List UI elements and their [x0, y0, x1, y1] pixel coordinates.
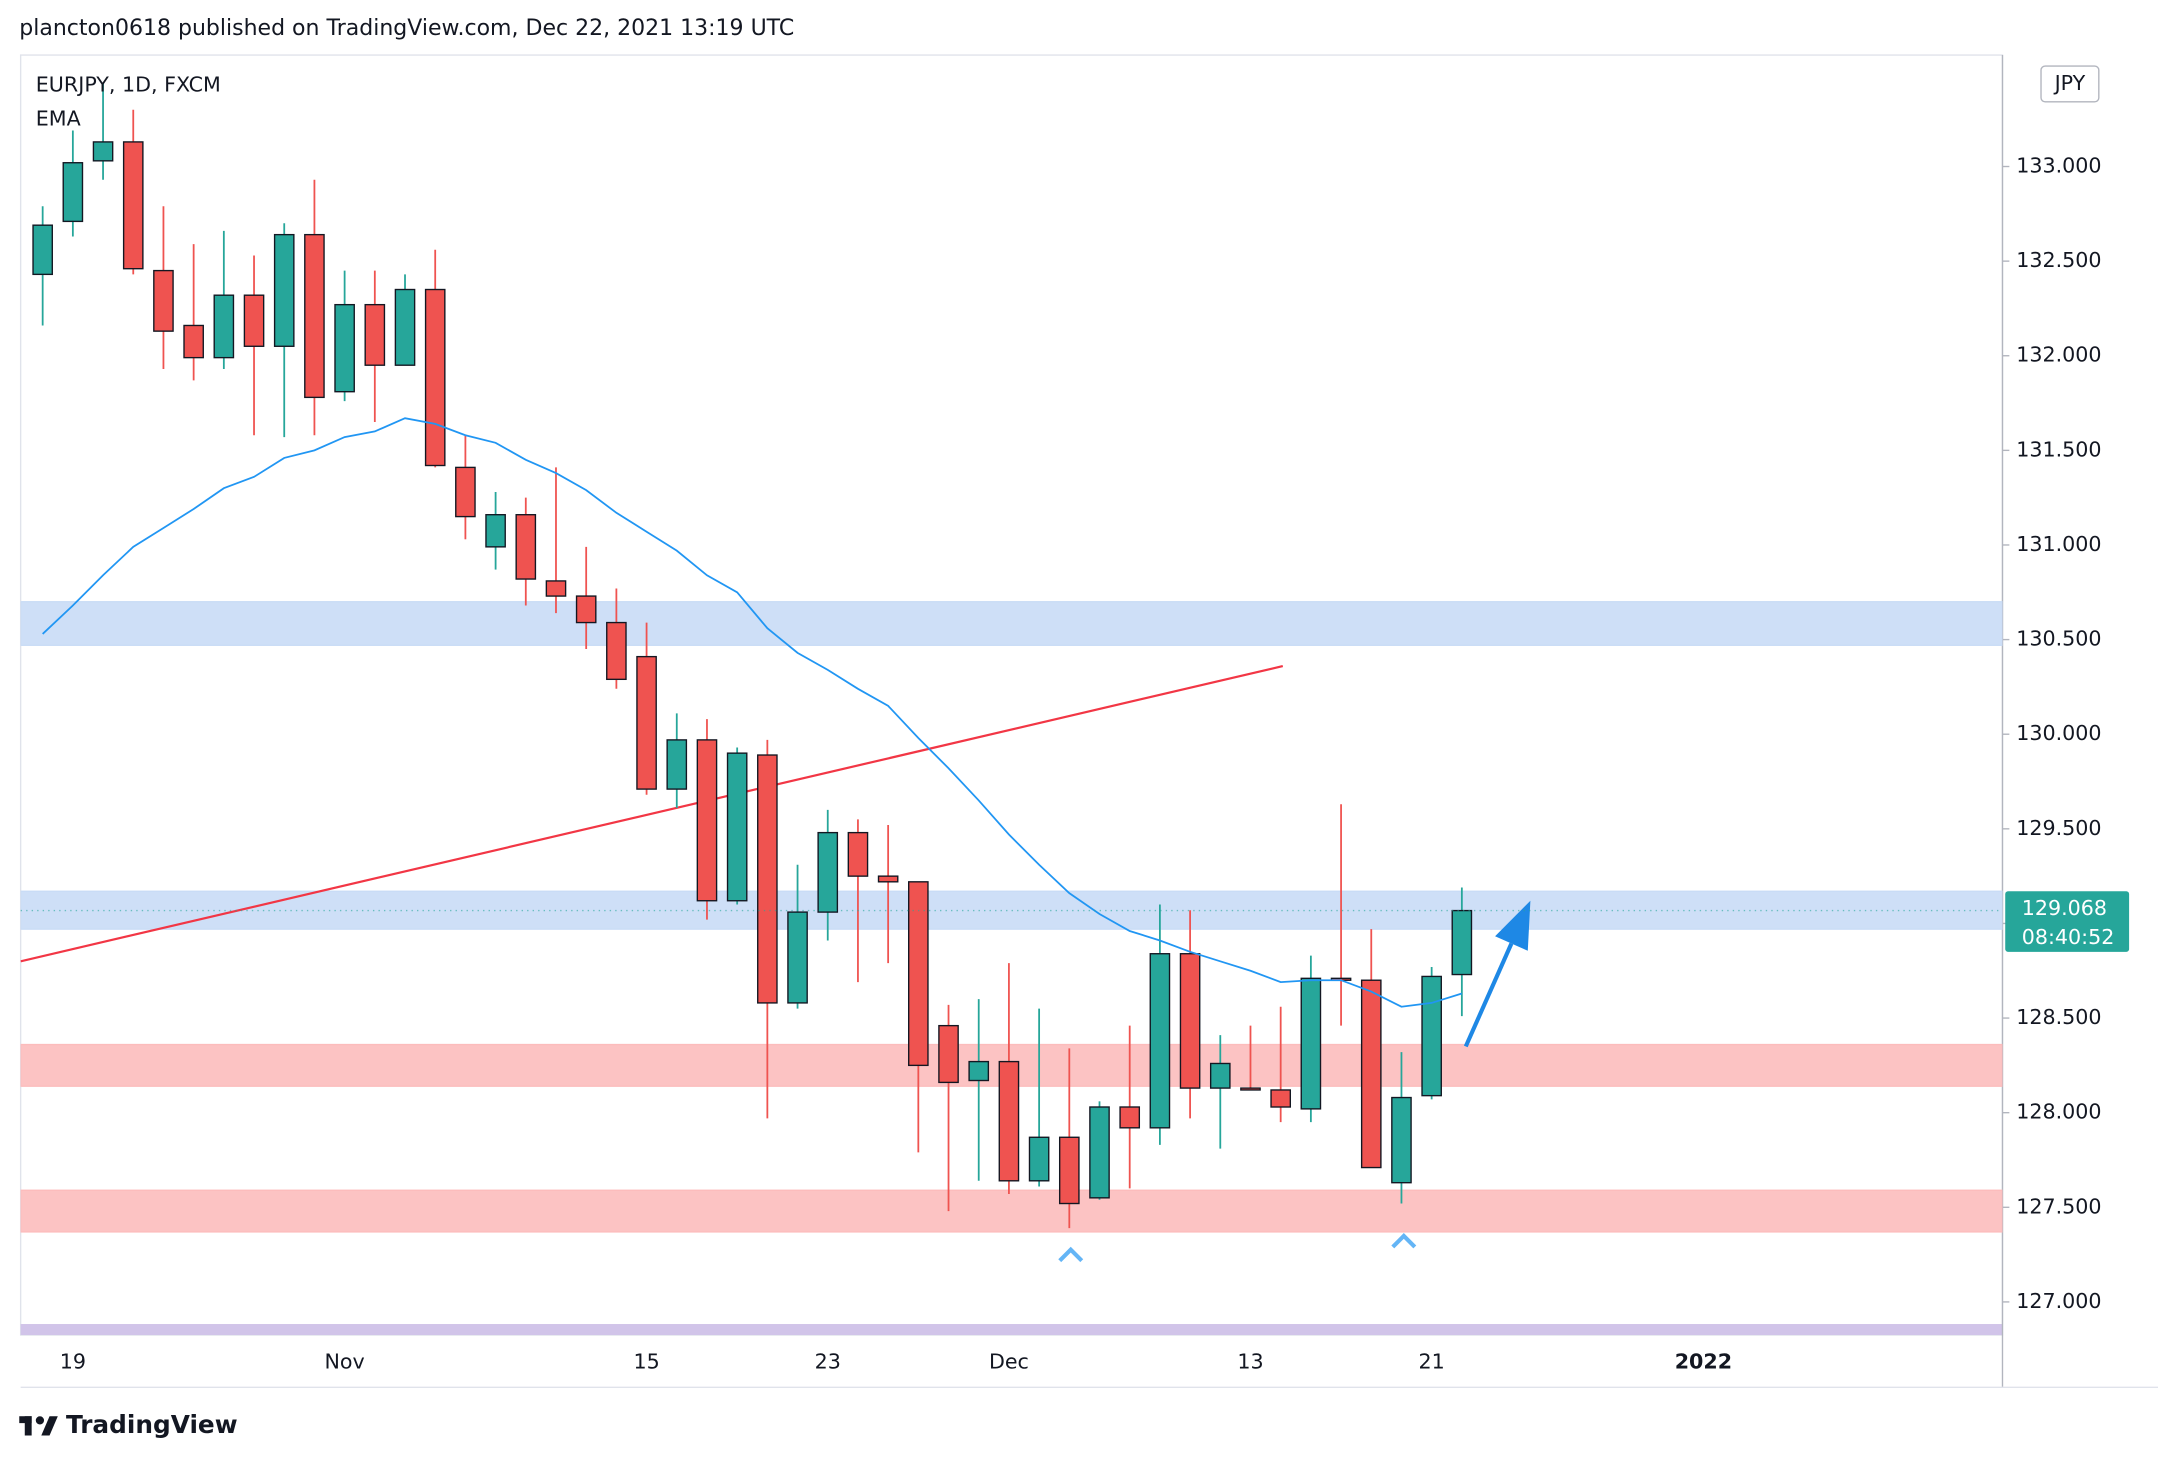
- candle-body: [1360, 979, 1382, 1169]
- y-tick-label: 128.500: [2016, 1005, 2101, 1029]
- trendline: [20, 665, 1284, 963]
- zone: [20, 1189, 2003, 1233]
- candle-body: [32, 224, 53, 276]
- currency-box[interactable]: [2040, 65, 2100, 103]
- currency[interactable]: JPY: [2053, 71, 2086, 95]
- layers: 127.000127.500128.000128.500129.000129.5…: [20, 83, 2130, 1374]
- candle-body: [273, 233, 295, 347]
- footer-brand: TradingView: [66, 1410, 238, 1439]
- candle-body: [1058, 1136, 1080, 1205]
- candle-body: [877, 875, 899, 883]
- candle-body: [424, 288, 446, 467]
- candle-body: [998, 1060, 1020, 1182]
- arrow-shaft: [1463, 942, 1514, 1048]
- candle-body: [757, 754, 778, 1004]
- y-tick-label: 133.000: [2016, 154, 2101, 178]
- legend-symbol: EURJPY, 1D, FXCM: [36, 72, 221, 96]
- x-tick-label: Nov: [324, 1350, 364, 1374]
- countdown-label: 08:40:52: [2022, 925, 2115, 949]
- candle-body: [1028, 1136, 1050, 1182]
- x-tick-label: 21: [1419, 1350, 1445, 1374]
- candle-body: [787, 911, 808, 1004]
- candle-body: [938, 1024, 959, 1084]
- candle-body: [606, 621, 627, 681]
- candle-body: [1451, 909, 1473, 976]
- candle-body: [1270, 1089, 1292, 1108]
- y-tick-label: 127.000: [2016, 1289, 2101, 1313]
- candle-body: [666, 739, 688, 790]
- candle-body: [575, 595, 597, 624]
- candle-body: [726, 752, 748, 902]
- candle-body: [485, 514, 506, 548]
- ema-line: [42, 417, 1463, 1008]
- candle-body: [1391, 1096, 1412, 1184]
- candle-body: [1209, 1062, 1231, 1089]
- candle-body: [92, 141, 114, 162]
- y-tick-label: 131.500: [2016, 437, 2101, 461]
- candle-body: [968, 1060, 990, 1082]
- candle-body: [515, 514, 537, 580]
- y-tick-label: 130.000: [2016, 721, 2101, 745]
- candle-body: [1119, 1106, 1141, 1129]
- candle-body: [455, 466, 476, 518]
- candle-body: [847, 831, 869, 877]
- candle-body: [908, 881, 929, 1067]
- y-tick-label: 132.500: [2016, 248, 2101, 272]
- x-tick-label: 23: [815, 1350, 841, 1374]
- candle-body: [1240, 1087, 1261, 1091]
- candle-body: [636, 655, 657, 790]
- x-tick-label: 13: [1237, 1350, 1263, 1374]
- candle-body: [1149, 953, 1171, 1129]
- candle-body: [1089, 1106, 1110, 1199]
- candle-body: [243, 294, 265, 347]
- candle-body: [545, 580, 567, 597]
- header: plancton0618 published on TradingView.co…: [19, 16, 794, 41]
- candle-body: [304, 233, 325, 399]
- chevron: [1058, 1246, 1084, 1263]
- y-tick-label: 128.000: [2016, 1100, 2101, 1124]
- candle-body: [696, 739, 718, 902]
- candle-body: [394, 288, 416, 366]
- chevron: [1391, 1233, 1417, 1249]
- candle-body: [183, 324, 204, 359]
- x-tick-label: Dec: [989, 1350, 1029, 1374]
- candle-body: [122, 141, 144, 270]
- y-tick-label: 127.500: [2016, 1194, 2101, 1218]
- legend-ema: EMA: [36, 107, 81, 131]
- candle-body: [334, 303, 355, 393]
- last-price-box: [2005, 891, 2130, 952]
- x-tick-label: 2022: [1675, 1350, 1732, 1374]
- logo: TradingView: [19, 1410, 238, 1439]
- y-tick-label: 132.000: [2016, 343, 2101, 367]
- candle-body: [817, 831, 839, 913]
- candle-body: [364, 303, 386, 366]
- bottom-band: [20, 1324, 2003, 1336]
- zone: [20, 601, 2003, 646]
- y-tick-label: 131.000: [2016, 532, 2101, 556]
- x-tick-label: 19: [60, 1350, 86, 1374]
- candle-body: [1300, 977, 1322, 1110]
- y-tick-label: 130.500: [2016, 627, 2101, 651]
- candle-body: [213, 294, 235, 359]
- candle-body: [62, 162, 84, 223]
- candle-body: [1179, 953, 1201, 1089]
- candle-body: [153, 269, 174, 332]
- y-tick-label: 129.500: [2016, 816, 2101, 840]
- x-tick-label: 15: [633, 1350, 659, 1374]
- candle-body: [1421, 975, 1442, 1097]
- arrow-head: [1495, 900, 1531, 951]
- last-price-label: 129.068: [2022, 896, 2107, 920]
